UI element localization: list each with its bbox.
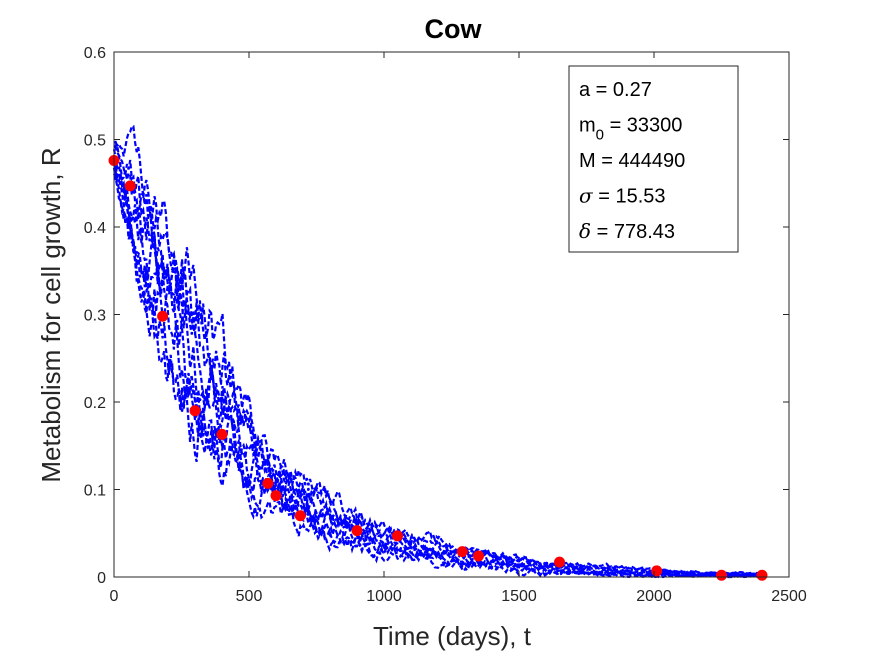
annotation-line: a = 0.27 — [579, 79, 652, 101]
x-tick-label: 2500 — [771, 588, 807, 605]
x-tick-label: 0 — [110, 588, 119, 605]
annotation-line: σ = 15.53 — [579, 184, 666, 208]
y-tick-label: 0.1 — [84, 483, 106, 500]
axis-ticks: 0 500 1000 1500 2000 2500 0 0.1 0.2 0.3 0.4 0.5 0.6 — [84, 45, 807, 605]
annotation-line: δ = 778.43 — [579, 219, 675, 243]
annotation-line: m0 = 33300 — [579, 115, 682, 144]
y-tick-label: 0.2 — [84, 395, 106, 412]
simulation-line — [112, 173, 763, 579]
observation-point — [216, 428, 228, 440]
x-axis-label: Time (days), t — [373, 621, 532, 651]
observation-point — [294, 510, 306, 522]
simulation-line — [112, 149, 763, 577]
y-tick-label: 0 — [97, 570, 106, 587]
observation-point — [716, 569, 727, 581]
observation-point — [756, 569, 768, 581]
y-tick-label: 0.4 — [84, 220, 106, 237]
parameter-annotation-box: a = 0.27 m0 = 33300 M = 444490 σ = 15.53 δ =… — [568, 65, 739, 253]
observation-point — [189, 405, 201, 417]
x-tick-label: 500 — [236, 588, 263, 605]
y-tick-label: 0.5 — [84, 133, 106, 150]
observation-point — [456, 546, 468, 558]
observation-points — [108, 155, 768, 581]
annotation-frame — [568, 65, 739, 253]
y-axis-label: Metabolism for cell growth, R — [36, 147, 66, 482]
simulation-line — [113, 145, 763, 576]
y-tick-label: 0.6 — [84, 45, 106, 62]
simulation-line — [112, 167, 763, 579]
observation-point — [262, 477, 274, 489]
observation-point — [270, 490, 282, 502]
simulation-line — [113, 140, 763, 577]
observation-point — [554, 556, 565, 568]
observation-point — [392, 530, 403, 542]
observation-point — [473, 550, 484, 562]
chart-title: Cow — [425, 14, 483, 44]
observation-point — [157, 310, 169, 322]
x-tick-label: 1500 — [501, 588, 537, 605]
observation-point — [351, 525, 363, 537]
x-tick-label: 2000 — [636, 588, 672, 605]
observation-point — [124, 180, 136, 192]
observation-point — [651, 565, 663, 577]
x-tick-label: 1000 — [366, 588, 402, 605]
y-tick-label: 0.3 — [84, 308, 106, 325]
annotation-line: M = 444490 — [579, 150, 685, 172]
